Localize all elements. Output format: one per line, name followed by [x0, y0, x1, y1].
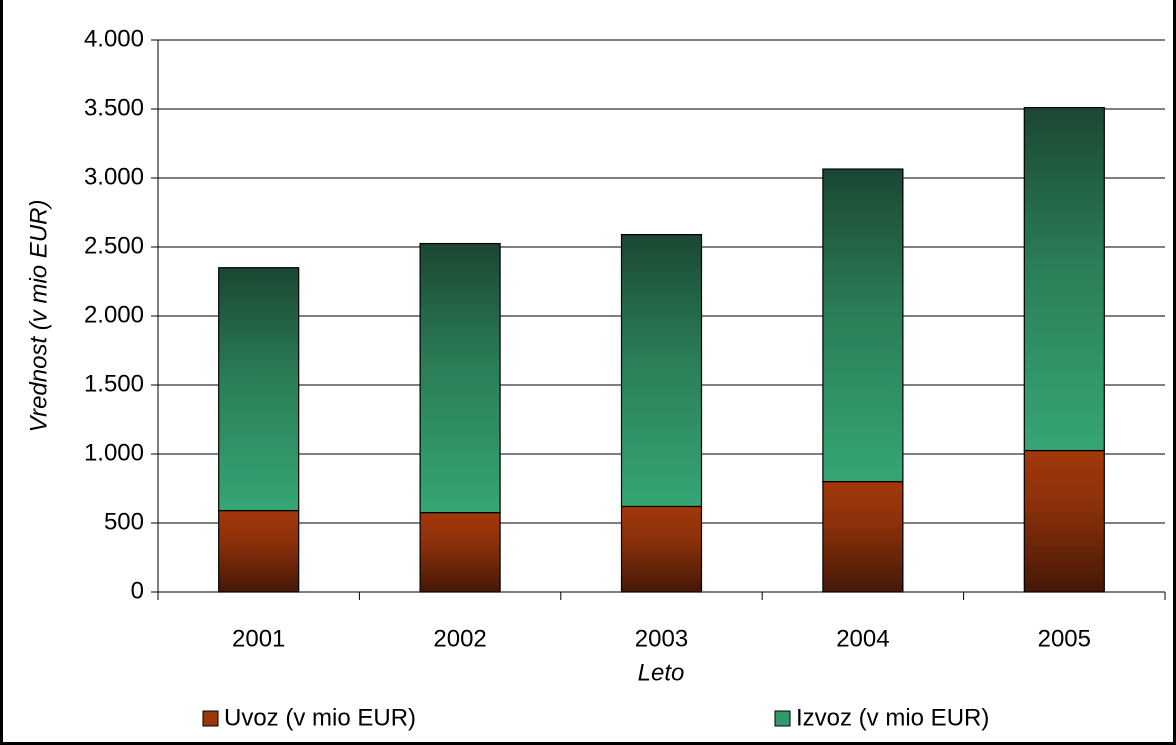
x-tick-label: 2005 [1038, 625, 1091, 652]
bar-segment [620, 233, 703, 508]
y-tick-label: 3.500 [84, 94, 144, 121]
x-tick-label: 2001 [232, 625, 285, 652]
bar-segment [822, 168, 904, 483]
y-tick-label: 1.000 [84, 439, 144, 466]
x-tick-label: 2002 [433, 625, 486, 652]
bar-segment [1023, 107, 1105, 452]
legend-label: Izvoz (v mio EUR) [796, 704, 989, 731]
y-tick-label: 3.000 [84, 163, 144, 190]
legend-label: Uvoz (v mio EUR) [224, 704, 416, 731]
bar-segment [419, 242, 501, 514]
bar-segment [1023, 449, 1105, 593]
bar-segment [218, 267, 300, 512]
y-tick-label: 500 [104, 508, 144, 535]
x-tick-label: 2004 [836, 625, 889, 652]
bar-segment [218, 509, 300, 593]
bar-segment [419, 512, 501, 593]
y-tick-label: 1.500 [84, 370, 144, 397]
x-axis-label: Leto [638, 659, 685, 686]
y-tick-label: 2.000 [84, 301, 144, 328]
legend-swatch [774, 710, 791, 727]
y-tick-label: 2.500 [84, 232, 144, 259]
y-tick-label: 4.000 [84, 25, 144, 52]
x-tick-label: 2003 [635, 625, 688, 652]
y-tick-label: 0 [131, 577, 144, 604]
bar-segment [822, 481, 904, 593]
bar-segment [620, 505, 703, 593]
legend-swatch [202, 710, 219, 727]
y-axis-label: Vrednost (v mio EUR) [25, 200, 52, 433]
